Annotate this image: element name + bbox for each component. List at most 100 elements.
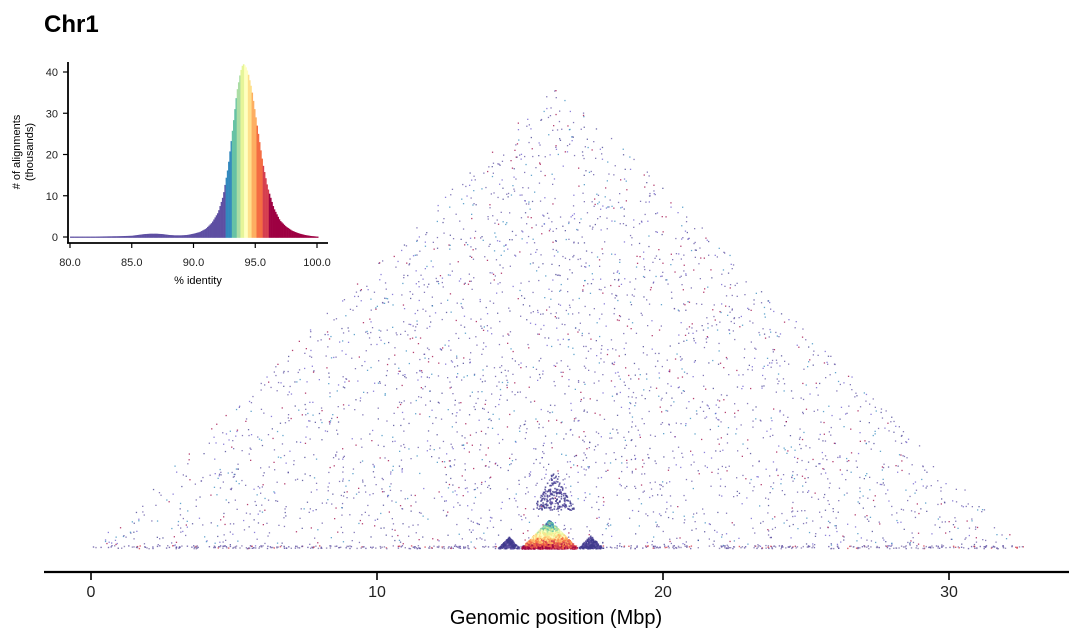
alignment-dot [830, 544, 833, 546]
alignment-dot [605, 325, 607, 327]
alignment-dot [621, 546, 623, 548]
alignment-dot [503, 250, 505, 252]
alignment-dot [555, 249, 558, 251]
alignment-dot [307, 412, 309, 415]
alignment-dot [440, 302, 442, 304]
alignment-dot [222, 541, 224, 543]
alignment-dot [459, 409, 461, 411]
alignment-dot [691, 529, 693, 531]
alignment-dot [733, 540, 735, 542]
alignment-dot [320, 407, 323, 409]
alignment-dot [577, 258, 579, 261]
alignment-dot [186, 545, 189, 547]
alignment-dot [159, 538, 161, 540]
alignment-dot [835, 527, 837, 529]
alignment-dot [600, 229, 602, 231]
alignment-dot [436, 461, 438, 463]
alignment-dot [783, 390, 785, 392]
alignment-dot [391, 535, 393, 538]
alignment-dot [796, 546, 799, 548]
alignment-dot [383, 491, 385, 493]
alignment-dot [582, 112, 585, 114]
alignment-dot [507, 333, 509, 335]
alignment-dot [583, 452, 585, 454]
alignment-dot [720, 394, 723, 396]
alignment-dot [447, 409, 449, 411]
alignment-dot [666, 279, 668, 281]
alignment-dot [648, 195, 651, 197]
alignment-dot [793, 478, 796, 480]
alignment-dot [223, 534, 225, 536]
alignment-dot [635, 402, 637, 404]
alignment-dot [780, 548, 782, 550]
alignment-dot [701, 325, 703, 327]
alignment-dot [310, 349, 312, 352]
alignment-dot [879, 450, 882, 452]
alignment-dot [794, 327, 796, 329]
alignment-dot [115, 536, 117, 538]
alignment-dot [819, 433, 821, 436]
alignment-dot [315, 482, 318, 484]
alignment-dot [300, 508, 302, 510]
alignment-dot [439, 275, 442, 277]
alignment-dot [582, 459, 584, 461]
alignment-dot [902, 509, 905, 511]
alignment-dot [909, 544, 911, 546]
alignment-dot [412, 546, 414, 548]
alignment-dot [402, 282, 404, 285]
alignment-dot [635, 278, 637, 280]
alignment-dot [417, 446, 419, 449]
alignment-dot [438, 545, 440, 547]
alignment-dot [613, 363, 615, 366]
alignment-dot [630, 547, 632, 550]
alignment-dot [447, 534, 449, 536]
alignment-dot [680, 546, 682, 549]
alignment-dot [607, 206, 609, 208]
alignment-dot [514, 382, 516, 384]
alignment-dot [386, 298, 389, 300]
alignment-dot [673, 457, 675, 459]
alignment-dot [769, 492, 771, 494]
alignment-dot [634, 485, 636, 488]
alignment-dot [630, 328, 632, 330]
alignment-dot [720, 421, 722, 423]
alignment-dot [596, 355, 598, 357]
alignment-dot [699, 406, 702, 408]
alignment-dot [216, 494, 218, 496]
alignment-dot [312, 414, 314, 416]
alignment-dot [675, 237, 677, 240]
alignment-dot [342, 448, 344, 450]
alignment-dot [287, 414, 290, 416]
alignment-dot [768, 336, 770, 338]
alignment-dot [473, 546, 475, 548]
alignment-dot [869, 403, 871, 405]
alignment-dot [483, 172, 485, 174]
alignment-dot [635, 468, 637, 470]
alignment-dot [572, 347, 574, 349]
alignment-dot [694, 249, 696, 251]
alignment-dot [484, 539, 486, 541]
alignment-dot [450, 386, 452, 388]
alignment-dot [678, 546, 680, 549]
alignment-dot [600, 348, 603, 350]
alignment-dot [482, 329, 485, 331]
alignment-dot [404, 374, 406, 376]
alignment-dot [249, 513, 251, 515]
alignment-dot [383, 546, 386, 548]
alignment-dot [454, 459, 456, 461]
alignment-dot [602, 496, 604, 499]
alignment-dot [347, 327, 349, 329]
alignment-dot [857, 501, 859, 503]
alignment-dot [506, 426, 509, 428]
alignment-dot [526, 487, 528, 489]
alignment-dot [397, 260, 399, 263]
alignment-dot [572, 313, 574, 315]
alignment-dot [660, 484, 662, 486]
alignment-dot [549, 412, 551, 414]
alignment-dot [718, 419, 720, 421]
alignment-dot [282, 372, 285, 374]
alignment-dot [512, 373, 514, 375]
alignment-dot [872, 398, 874, 400]
alignment-dot [824, 455, 827, 457]
alignment-heatmap [92, 90, 1024, 550]
